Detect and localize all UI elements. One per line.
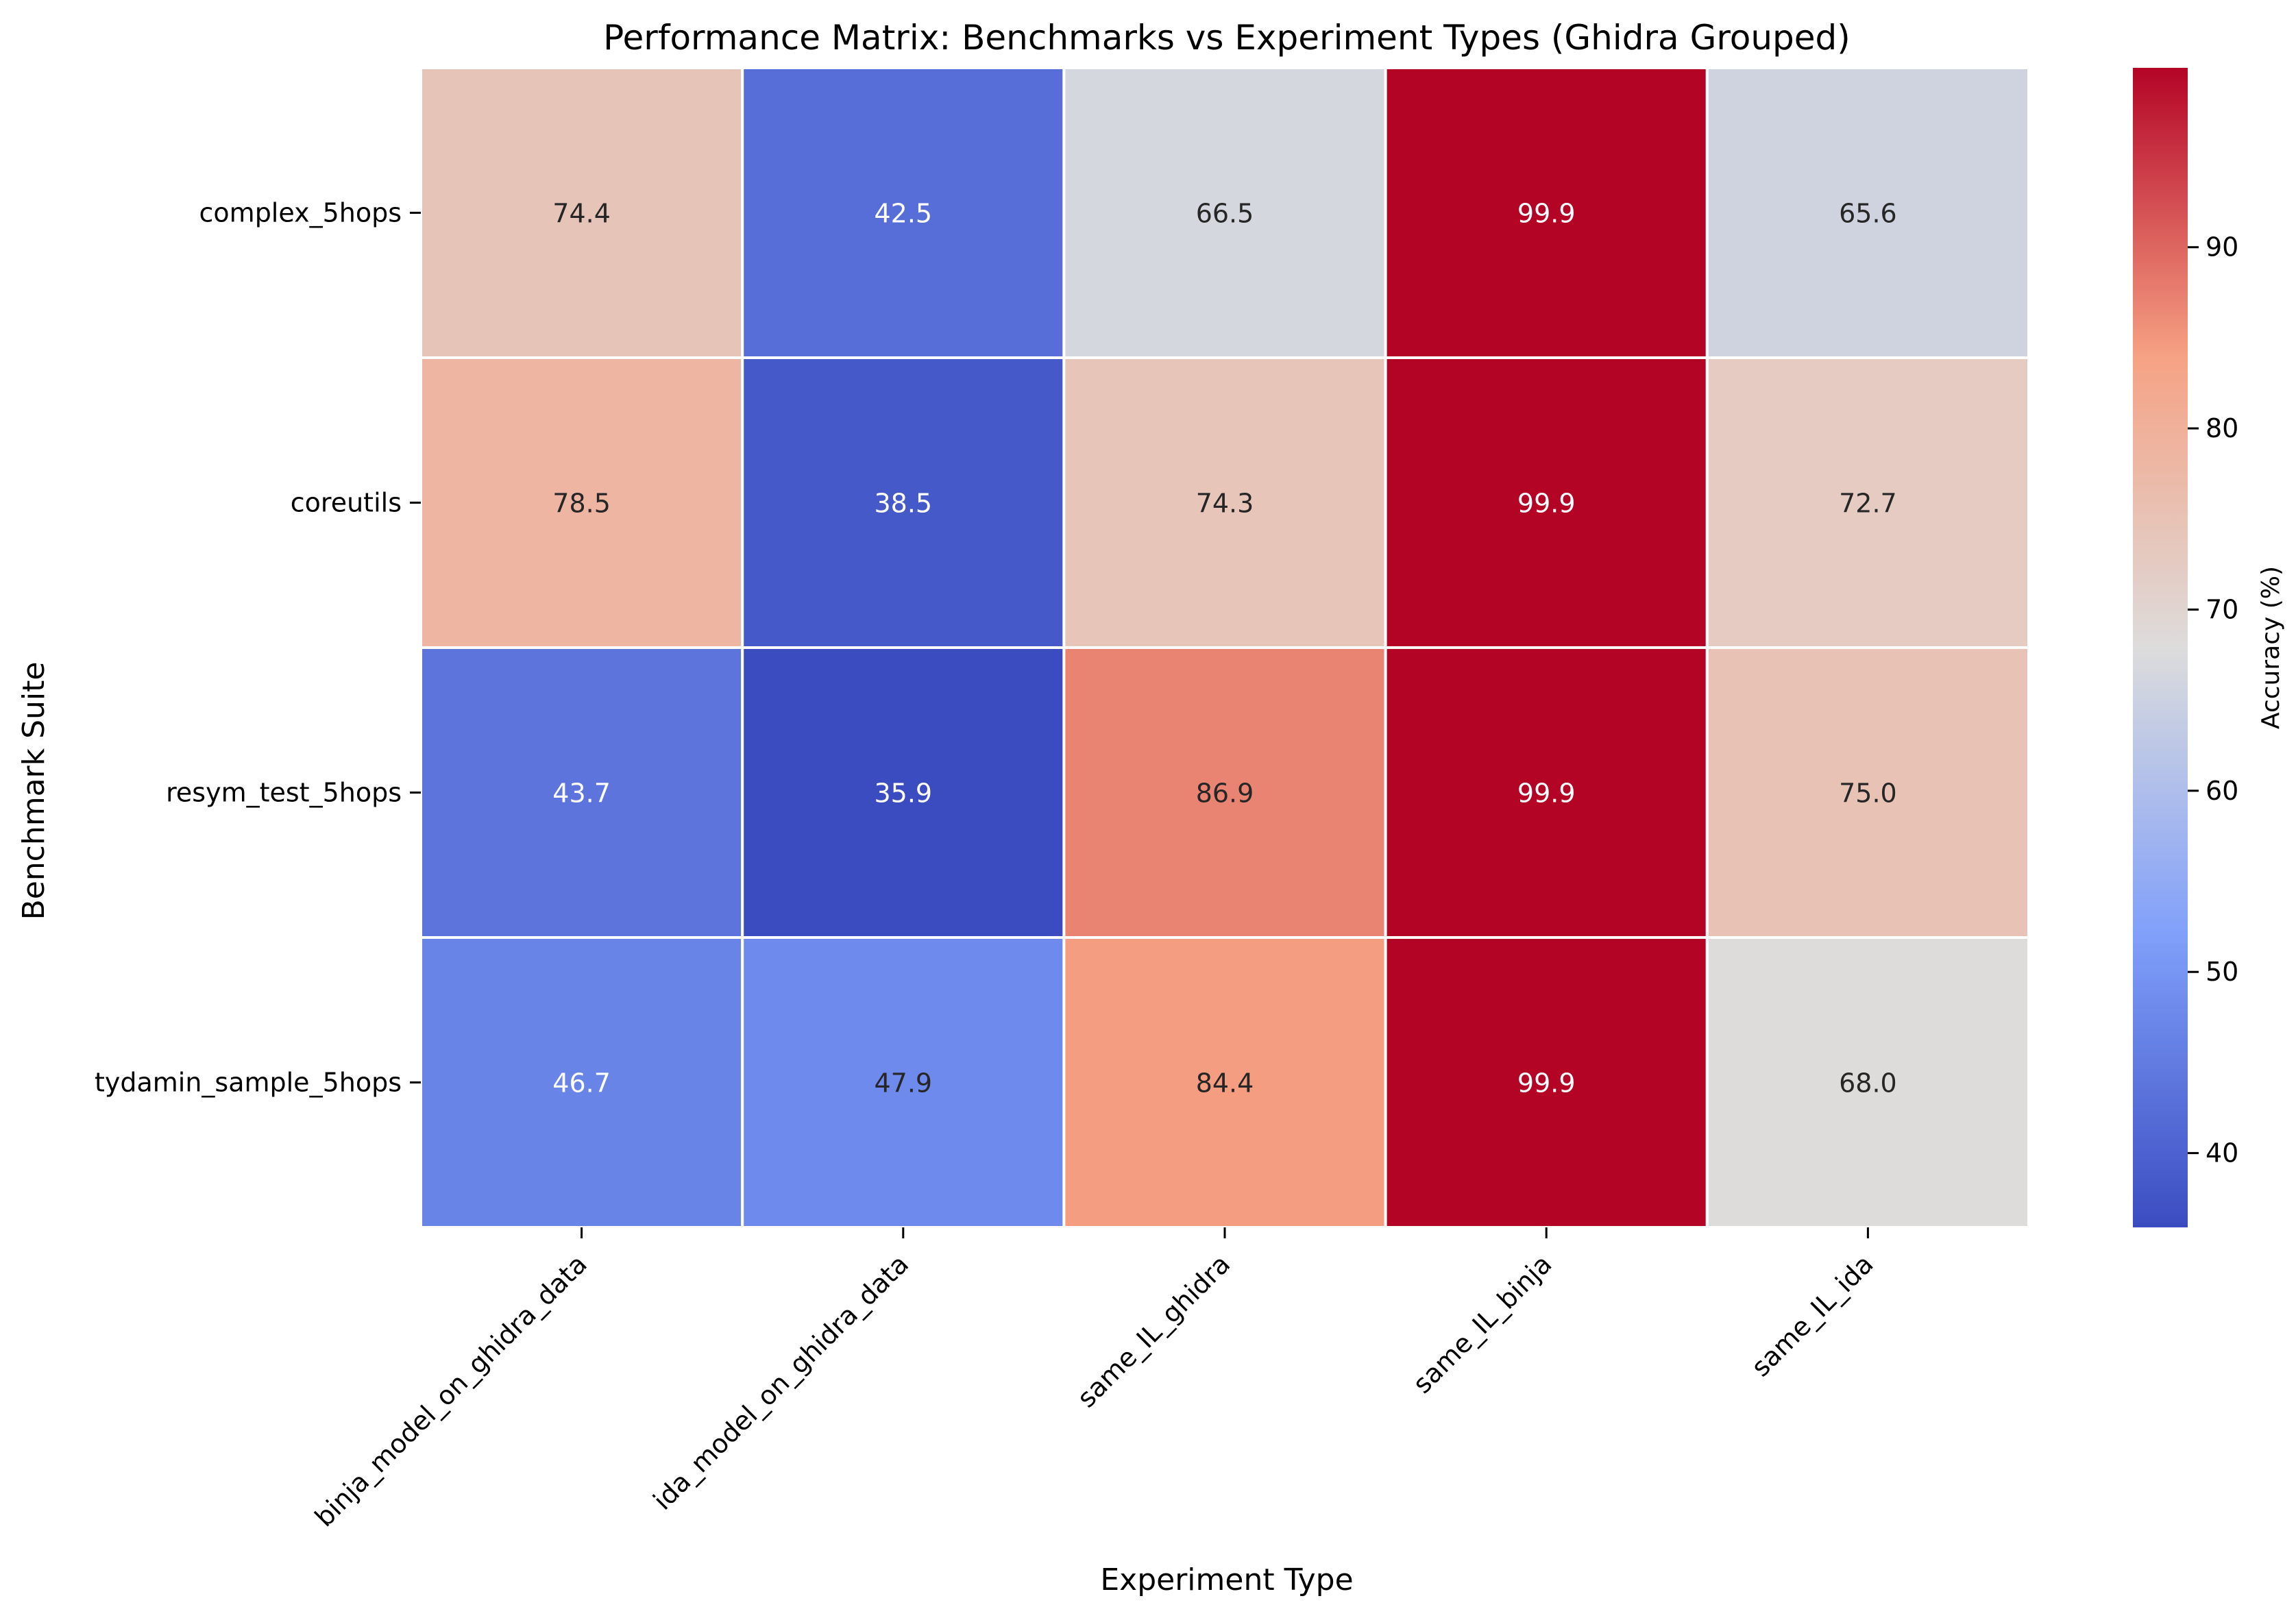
- y-axis-label: Benchmark Suite: [16, 662, 51, 920]
- cell-value-label: 66.5: [1196, 199, 1254, 229]
- colorbar-tick-label: 70: [2206, 594, 2238, 624]
- cell-value-label: 46.7: [552, 1068, 611, 1099]
- y-tick-label: resym_test_5hops: [166, 778, 402, 808]
- colorbar-tick-label: 60: [2206, 776, 2238, 806]
- chart-title: Performance Matrix: Benchmarks vs Experi…: [603, 18, 1851, 58]
- colorbar-ticks: 40 50 60 70 80 90: [2188, 232, 2238, 1168]
- heatmap-cell: [1062, 66, 1387, 359]
- y-tick-label: complex_5hops: [199, 198, 402, 228]
- cell-value-label: 72.7: [1839, 489, 1897, 519]
- cell-value-label: 38.5: [874, 489, 932, 519]
- cell-value-label: 35.9: [874, 779, 932, 809]
- heatmap-cell: [1705, 356, 2031, 649]
- colorbar-label: Accuracy (%): [2257, 566, 2285, 729]
- cell-value-label: 68.0: [1839, 1068, 1897, 1099]
- cell-value-label: 78.5: [552, 489, 611, 519]
- cell-value-label: 75.0: [1839, 779, 1897, 809]
- heatmap-cell: [741, 646, 1066, 939]
- colorbar-gradient: [2133, 68, 2188, 1227]
- cell-value-label: 99.9: [1517, 199, 1576, 229]
- cell-value-label: 99.9: [1517, 1068, 1576, 1099]
- x-axis-label: Experiment Type: [1100, 1562, 1353, 1597]
- x-tick-label: binja_model_on_ghidra_data: [309, 1249, 593, 1532]
- heatmap-cell: [1384, 936, 1709, 1229]
- heatmap-cell: [419, 356, 744, 649]
- heatmap-cell: [1062, 646, 1387, 939]
- y-tick-label: tydamin_sample_5hops: [95, 1068, 402, 1098]
- colorbar-tick-label: 80: [2206, 413, 2238, 443]
- y-axis: complex_5hops coreutils resym_test_5hopsty…: [95, 198, 421, 1098]
- cell-value-label: 42.5: [874, 199, 932, 229]
- x-tick-label: same_IL_ida: [1746, 1249, 1879, 1382]
- colorbar-tick-label: 90: [2206, 232, 2238, 262]
- cell-value-label: 74.3: [1196, 489, 1254, 519]
- heatmap-cell: [1062, 936, 1387, 1229]
- cell-value-label: 84.4: [1196, 1068, 1254, 1099]
- heatmap-cell: [1705, 646, 2031, 939]
- y-tick-label: coreutils: [291, 488, 402, 518]
- cell-value-label: 74.4: [552, 199, 611, 229]
- cell-value-label: 99.9: [1517, 779, 1576, 809]
- heatmap-cell: [741, 66, 1066, 359]
- x-tick-label: same_IL_binja: [1407, 1249, 1558, 1399]
- cell-value-label: 86.9: [1196, 779, 1254, 809]
- heatmap-cell: [1705, 936, 2031, 1229]
- heatmap-cell: [1384, 66, 1709, 359]
- cell-value-label: 43.7: [552, 779, 611, 809]
- cell-value-label: 65.6: [1839, 199, 1897, 229]
- colorbar-tick-label: 50: [2206, 957, 2238, 987]
- heatmap-cell: [741, 936, 1066, 1229]
- colorbar-tick-label: 40: [2206, 1138, 2238, 1168]
- heatmap-cells: 74.4 42.5 66.5 99.9 65.6 78.5 38.5 74.3 99.9 72.7…: [419, 66, 2031, 1229]
- heatmap-cell: [1705, 66, 2031, 359]
- heatmap-cell: [419, 66, 744, 359]
- x-tick-label: ida_model_on_ghidra_data: [648, 1249, 915, 1516]
- cell-value-label: 99.9: [1517, 489, 1576, 519]
- cell-value-label: 47.9: [874, 1068, 932, 1099]
- x-axis: binja_model_on_ghidra_data ida_model_on_g…: [309, 1227, 1879, 1532]
- heatmap-cell: [1384, 646, 1709, 939]
- colorbar: 40 50 60 70 80 90 Accuracy (%): [2133, 68, 2285, 1227]
- heatmap-cell: [1062, 356, 1387, 649]
- x-tick-label: same_IL_ghidra: [1071, 1249, 1236, 1413]
